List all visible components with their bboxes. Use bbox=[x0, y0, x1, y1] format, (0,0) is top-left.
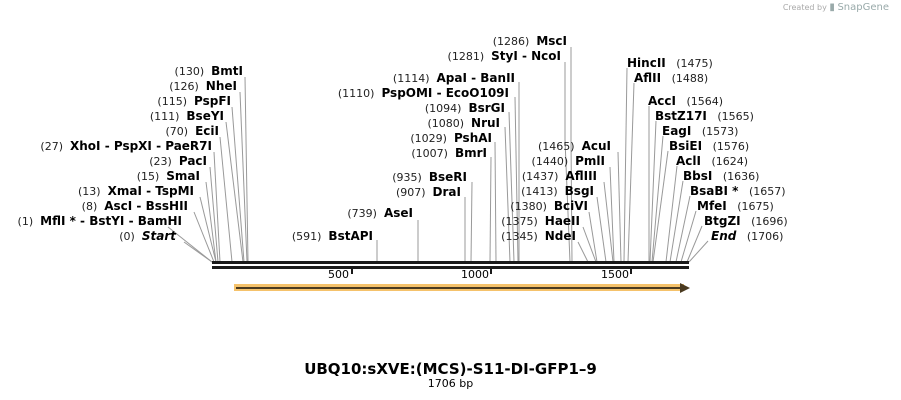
site-label[interactable]: (935) BseRI bbox=[392, 170, 467, 185]
tick-label-500: 500 bbox=[328, 268, 349, 281]
construct-title: UBQ10:sXVE:(MCS)-S11-DI-GFP1–9 bbox=[304, 360, 597, 378]
credit-brand: SnapGene bbox=[837, 2, 889, 13]
site-label[interactable]: (1080) NruI bbox=[427, 116, 500, 131]
site-label[interactable]: (1007) BmrI bbox=[411, 146, 487, 161]
site-label[interactable]: (591) BstAPI bbox=[291, 229, 373, 244]
site-label[interactable]: (15) SmaI bbox=[136, 169, 200, 184]
site-label[interactable]: BtgZI (1696) bbox=[704, 214, 788, 229]
site-label[interactable]: (1114) ApaI - BanII bbox=[392, 71, 515, 86]
site-label[interactable]: (70) EciI bbox=[165, 124, 219, 139]
site-label[interactable]: (1437) AflIII bbox=[521, 169, 597, 184]
site-label[interactable]: (1110) PspOMI - EcoO109I bbox=[337, 86, 509, 101]
site-label[interactable]: AclI (1624) bbox=[676, 154, 749, 169]
site-label[interactable]: (1) MflI * - BstYI - BamHI bbox=[17, 214, 182, 229]
site-label[interactable]: (739) AseI bbox=[347, 206, 413, 221]
snapgene-logo-icon: ▮ bbox=[829, 2, 835, 13]
site-label[interactable]: (27) XhoI - PspXI - PaeR7I bbox=[40, 139, 212, 154]
site-label[interactable]: (1380) BciVI bbox=[510, 199, 588, 214]
tick-1500 bbox=[630, 268, 632, 274]
site-label[interactable]: BstZ17I (1565) bbox=[655, 109, 754, 124]
tick-label-1500: 1500 bbox=[601, 268, 629, 281]
site-label[interactable]: (1094) BsrGI bbox=[424, 101, 505, 116]
tick-label-1000: 1000 bbox=[461, 268, 489, 281]
site-label[interactable]: (23) PacI bbox=[149, 154, 207, 169]
site-label[interactable]: EagI (1573) bbox=[662, 124, 739, 139]
site-label[interactable]: (111) BseYI bbox=[149, 109, 224, 124]
site-label[interactable]: (1440) PmlI bbox=[531, 154, 605, 169]
site-label[interactable]: (1465) AcuI bbox=[538, 139, 611, 154]
site-label[interactable]: (1345) NdeI bbox=[501, 229, 576, 244]
construct-length: 1706 bp bbox=[427, 377, 474, 390]
site-label[interactable]: BbsI (1636) bbox=[683, 169, 760, 184]
leader-lines bbox=[167, 47, 709, 263]
site-label[interactable]: AccI (1564) bbox=[648, 94, 724, 109]
site-label-start[interactable]: (0) Start bbox=[119, 229, 176, 244]
site-label[interactable]: HincII (1475) bbox=[627, 56, 713, 71]
tick-500 bbox=[351, 268, 353, 274]
tick-1000 bbox=[490, 268, 492, 274]
site-label[interactable]: (13) XmaI - TspMI bbox=[78, 184, 194, 199]
site-label[interactable]: (1286) MscI bbox=[492, 34, 567, 49]
site-label[interactable]: BsiEI (1576) bbox=[669, 139, 750, 154]
snapgene-credit: Created by ▮ SnapGene bbox=[783, 2, 889, 13]
site-label[interactable]: (1281) StyI - NcoI bbox=[447, 49, 561, 64]
site-label[interactable]: (907) DraI bbox=[395, 185, 461, 200]
credit-text: Created by bbox=[782, 3, 827, 12]
site-label[interactable]: MfeI (1675) bbox=[697, 199, 774, 214]
site-label[interactable]: (126) NheI bbox=[169, 79, 237, 94]
site-label[interactable]: (1375) HaeII bbox=[501, 214, 580, 229]
site-label[interactable]: AflII (1488) bbox=[634, 71, 709, 86]
site-label[interactable]: BsaBI * (1657) bbox=[690, 184, 786, 199]
site-label[interactable]: (130) BmtI bbox=[174, 64, 243, 79]
feature-arrow[interactable] bbox=[234, 283, 690, 293]
site-label-end[interactable]: End (1706) bbox=[711, 229, 784, 244]
site-label[interactable]: (8) AscI - BssHII bbox=[81, 199, 188, 214]
backbone-top bbox=[212, 261, 689, 264]
backbone-bottom bbox=[212, 266, 689, 269]
site-label[interactable]: (115) PspFI bbox=[157, 94, 231, 109]
site-label[interactable]: (1029) PshAI bbox=[410, 131, 492, 146]
site-label[interactable]: (1413) BsgI bbox=[521, 184, 594, 199]
